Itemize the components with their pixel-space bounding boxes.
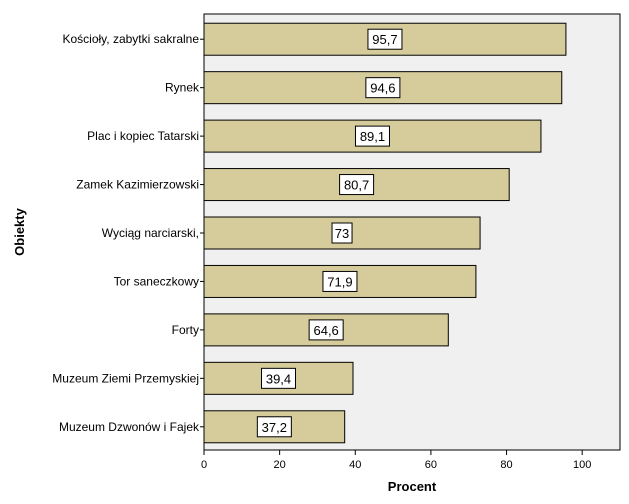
category-label: Wyciąg narciarski, [102, 226, 199, 240]
category-label: Tor saneczkowy [114, 274, 199, 288]
category-label: Muzeum Ziemi Przemyskiej [52, 371, 199, 385]
bars-group: 95,7 94,6 89,1 80,7 73 71,9 64,6 39,4 37,2 [203, 22, 567, 444]
x-tick-label: 0 [201, 459, 207, 471]
category-label: Rynek [165, 81, 200, 95]
data-label-box [256, 416, 292, 438]
data-label: 95,7 [372, 32, 397, 47]
x-axis-ticks: 0 20 40 60 80 100 [201, 450, 591, 471]
x-tick-label: 60 [425, 459, 437, 471]
data-label: 37,2 [262, 420, 287, 435]
data-label-box [331, 222, 353, 244]
data-label-box [367, 28, 403, 50]
data-label: 89,1 [360, 129, 385, 144]
data-label: 64,6 [313, 323, 338, 338]
data-label-box [308, 319, 344, 341]
category-label: Kościoły, zabytki sakralne [63, 32, 200, 46]
data-label-box [354, 125, 390, 147]
category-label: Forty [172, 323, 199, 337]
category-labels: Kościoły, zabytki sakralne Rynek Plac i ko… [52, 32, 204, 434]
category-label: Plac i kopiec Tatarski [87, 129, 199, 143]
x-tick-label: 40 [349, 459, 361, 471]
category-label: Zamek Kazimierzowski [76, 178, 199, 192]
category-label: Muzeum Dzwonów i Fajek [59, 420, 200, 434]
data-label-box [339, 174, 375, 196]
data-label: 80,7 [344, 178, 369, 193]
data-label-box [322, 270, 358, 292]
x-tick-label: 100 [573, 459, 591, 471]
data-label: 71,9 [327, 274, 352, 289]
x-tick-label: 80 [500, 459, 512, 471]
data-label: 73 [335, 226, 349, 241]
data-label-box [365, 77, 401, 99]
data-label: 94,6 [370, 81, 395, 96]
y-axis-title: Obiekty [12, 207, 27, 255]
x-tick-label: 20 [274, 459, 286, 471]
data-label: 39,4 [266, 371, 291, 386]
x-axis-title: Procent [388, 479, 437, 494]
data-label-box [261, 367, 297, 389]
